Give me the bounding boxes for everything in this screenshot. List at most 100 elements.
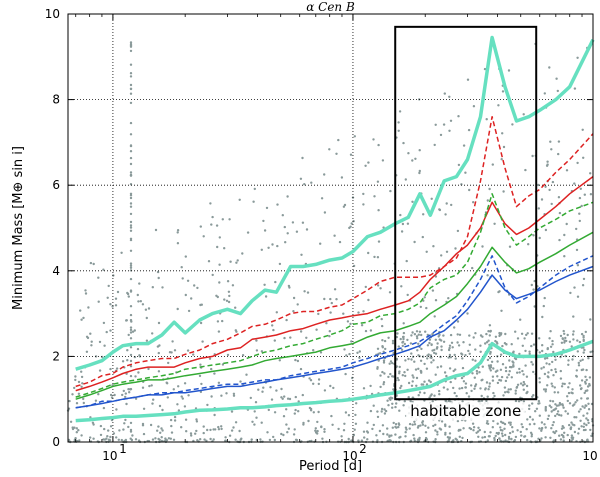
scatter-point [583,193,586,196]
scatter-point [294,358,297,362]
scatter-point [486,199,489,202]
scatter-point [401,335,405,339]
scatter-point [554,370,558,374]
scatter-point [75,402,79,405]
x-tick-label-exponent: 2 [359,442,367,456]
scatter-point [307,419,310,423]
scatter-point [306,291,310,294]
scatter-point [127,295,130,298]
scatter-point [181,277,184,280]
scatter-point [561,425,564,428]
scatter-point [575,369,578,372]
scatter-point [521,384,525,387]
scatter-point [133,329,136,332]
scatter-point [141,303,145,306]
scatter-point [560,427,564,430]
scatter-point [255,339,258,342]
scatter-point [433,143,436,147]
series-line-4 [75,193,594,398]
scatter-point [530,360,533,364]
scatter-point [548,404,551,407]
scatter-point [558,434,561,437]
scatter-point [97,393,100,396]
scatter-point [547,371,550,374]
scatter-point [173,419,177,422]
scatter-point [129,212,133,216]
scatter-point [471,422,475,425]
scatter-point [285,423,288,426]
scatter-point [449,380,452,384]
series-line-2 [75,115,594,388]
scatter-point [457,163,461,167]
scatter-point [129,220,133,224]
scatter-point [561,404,564,407]
scatter-point [504,439,507,442]
scatter-point [572,338,575,341]
scatter-point [434,338,437,341]
scatter-point [181,397,184,400]
scatter-point [501,421,504,424]
scatter-point [513,439,517,442]
scatter-point [241,252,244,255]
scatter-point [431,289,435,292]
scatter-point [548,337,551,340]
scatter-point [544,388,548,391]
scatter-point [560,414,563,417]
scatter-point [428,341,431,345]
scatter-point [488,435,491,438]
scatter-point [377,143,380,147]
scatter-point [75,431,79,434]
scatter-point [425,306,428,310]
scatter-point [553,431,556,435]
habitable-zone-label: habitable zone [410,402,521,420]
scatter-point [115,408,118,411]
scatter-point [129,346,133,349]
scatter-point [453,326,456,329]
scatter-point [573,87,577,90]
scatter-point [379,287,382,290]
scatter-point [273,411,277,414]
scatter-point [425,250,428,253]
scatter-point [443,92,446,95]
scatter-point [129,87,133,91]
scatter-point [576,56,579,59]
scatter-point [238,198,241,201]
scatter-point [195,429,198,433]
scatter-point [184,418,188,421]
scatter-point [364,329,368,333]
scatter-point [525,428,528,431]
scatter-point [427,379,431,382]
scatter-point [509,421,512,424]
scatter-point [589,350,592,354]
scatter-point [397,378,400,382]
scatter-point [478,428,481,432]
scatter-point [158,344,161,347]
scatter-point [552,439,556,442]
scatter-point [488,334,491,337]
scatter-point [369,384,372,388]
scatter-point [452,439,455,442]
scatter-point [519,430,522,434]
scatter-point [577,410,581,413]
scatter-point [433,315,436,318]
scatter-point [350,439,353,442]
scatter-point [579,419,582,422]
scatter-point [563,382,566,386]
scatter-point [161,286,164,289]
scatter-point [431,400,434,403]
scatter-point [171,340,174,343]
scatter-point [262,219,265,223]
scatter-point [386,399,389,402]
scatter-point [516,337,520,340]
scatter-point [314,429,317,432]
scatter-point [540,437,543,440]
scatter-point [564,410,567,413]
scatter-point [540,367,543,370]
scatter-point [496,422,499,425]
scatter-point [528,350,531,353]
scatter-point [274,280,277,284]
scatter-point [543,423,546,426]
scatter-point [176,229,180,232]
scatter-point [192,353,195,356]
scatter-point [586,438,589,442]
